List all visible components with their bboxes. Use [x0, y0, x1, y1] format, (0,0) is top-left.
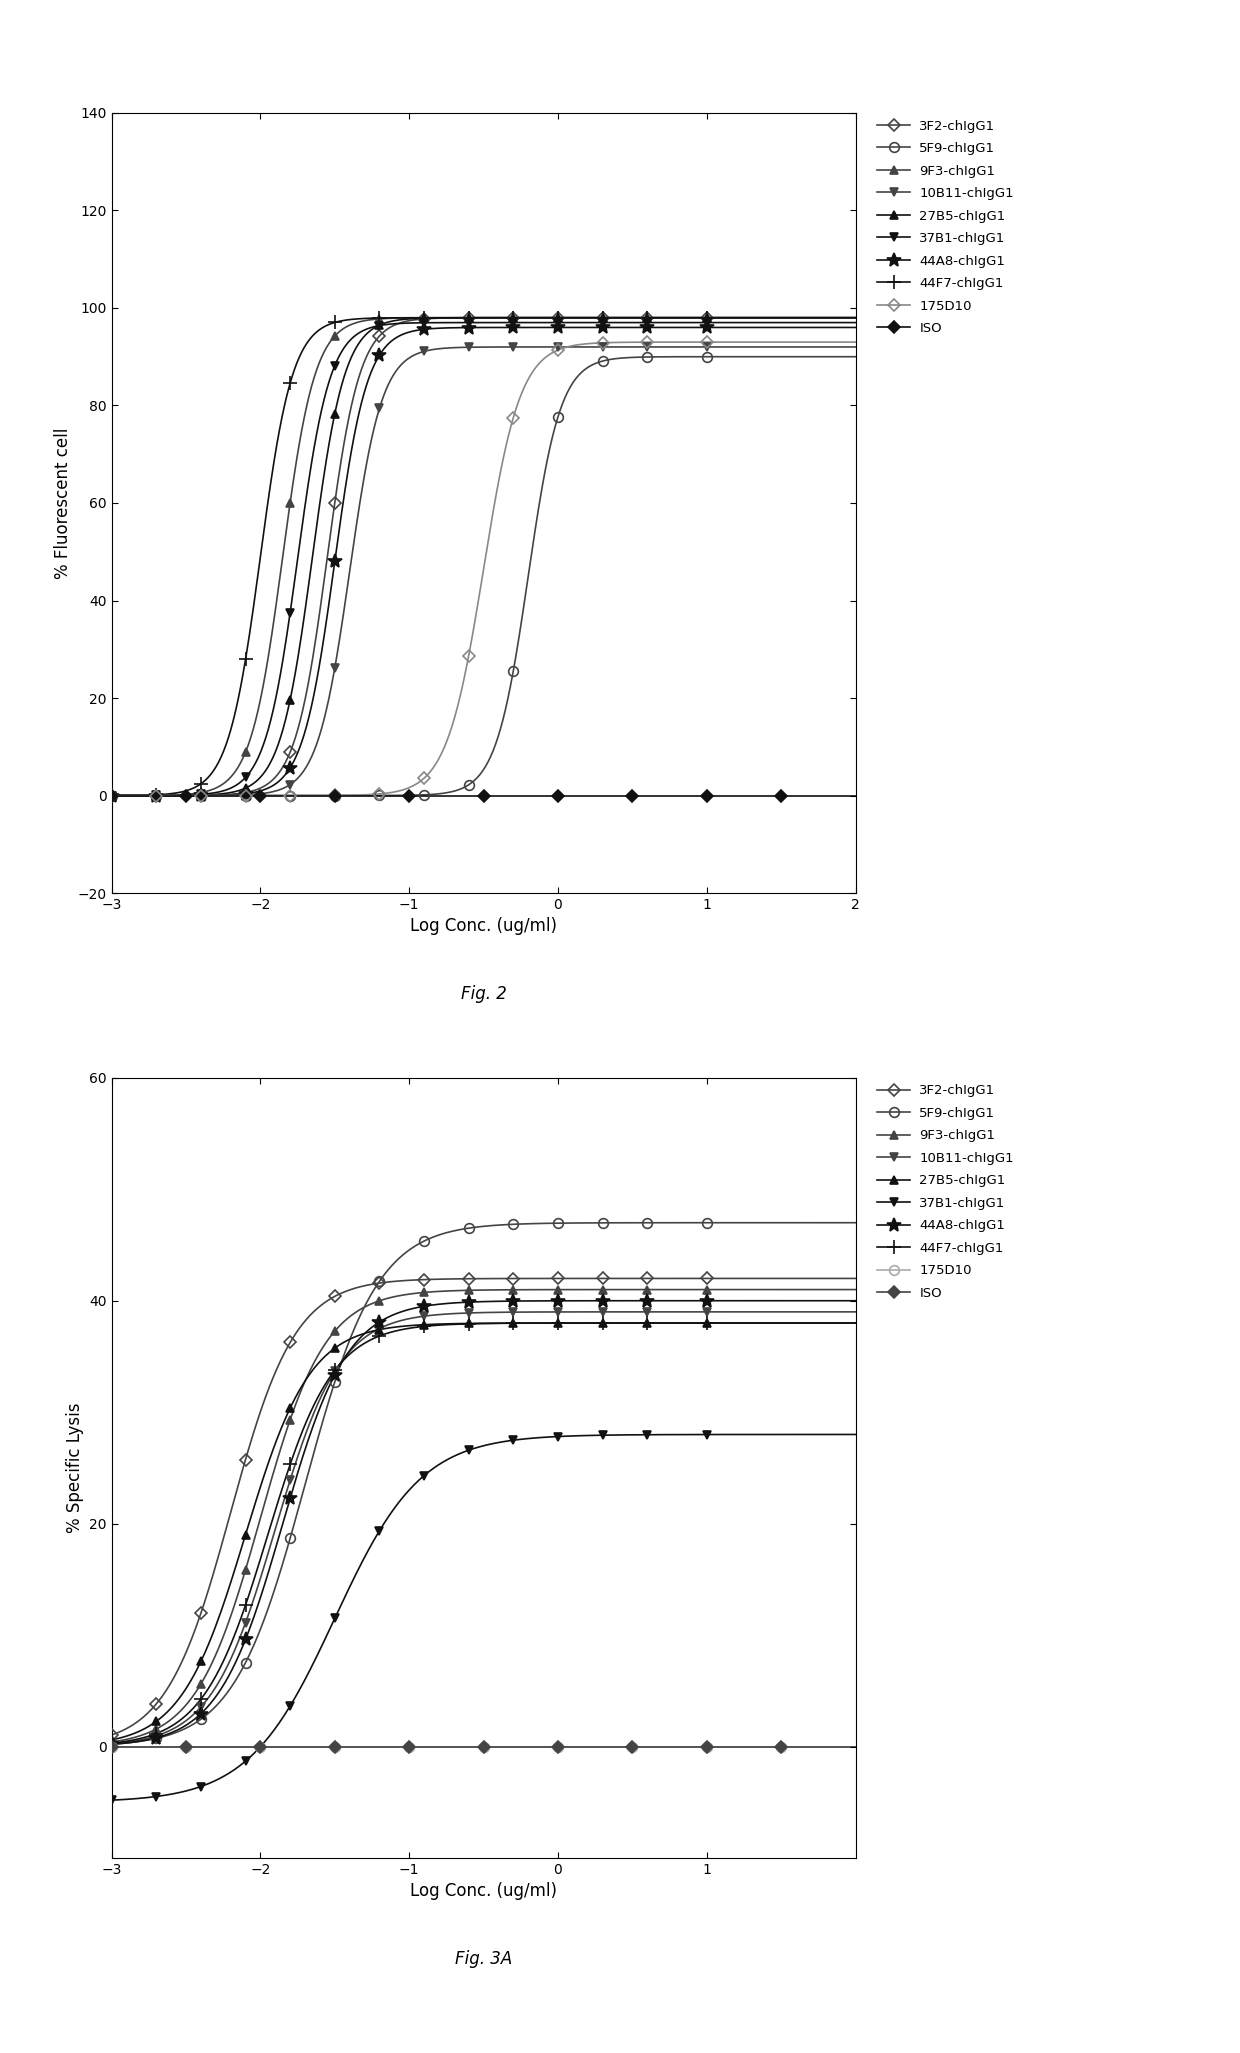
Legend: 3F2-chIgG1, 5F9-chIgG1, 9F3-chIgG1, 10B11-chIgG1, 27B5-chIgG1, 37B1-chIgG1, 44A8: 3F2-chIgG1, 5F9-chIgG1, 9F3-chIgG1, 10B1… — [877, 1084, 1014, 1300]
X-axis label: Log Conc. (ug/ml): Log Conc. (ug/ml) — [410, 918, 557, 936]
X-axis label: Log Conc. (ug/ml): Log Conc. (ug/ml) — [410, 1883, 557, 1901]
Text: Fig. 2: Fig. 2 — [461, 985, 506, 1004]
Legend: 3F2-chIgG1, 5F9-chIgG1, 9F3-chIgG1, 10B11-chIgG1, 27B5-chIgG1, 37B1-chIgG1, 44A8: 3F2-chIgG1, 5F9-chIgG1, 9F3-chIgG1, 10B1… — [877, 119, 1014, 335]
Text: Fig. 3A: Fig. 3A — [455, 1950, 512, 1969]
Y-axis label: % Specific Lysis: % Specific Lysis — [66, 1402, 83, 1534]
Y-axis label: % Fluorescent cell: % Fluorescent cell — [55, 427, 72, 579]
